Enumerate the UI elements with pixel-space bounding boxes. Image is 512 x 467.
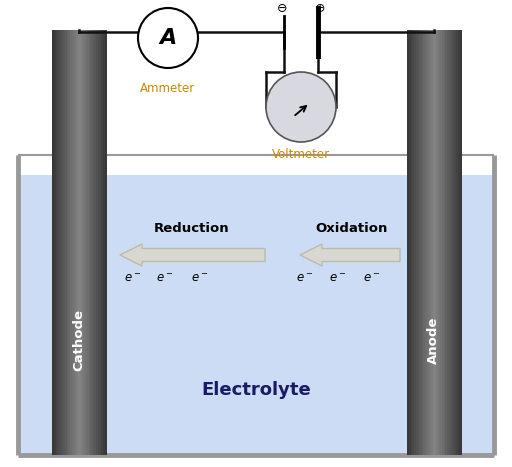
Text: $e^-$: $e^-$ [124, 271, 142, 284]
Bar [105, 30, 108, 455]
Bar [413, 30, 415, 455]
Text: Voltmeter: Voltmeter [272, 149, 330, 162]
Bar [63, 30, 65, 455]
Bar [427, 30, 430, 455]
Bar [431, 30, 433, 455]
Bar [54, 30, 56, 455]
Polygon shape [18, 175, 494, 455]
Bar [438, 30, 440, 455]
Bar [420, 30, 422, 455]
FancyArrow shape [300, 244, 400, 266]
Bar [103, 30, 105, 455]
Bar [411, 30, 413, 455]
Bar [78, 30, 80, 455]
Bar [70, 30, 73, 455]
Text: $e^-$: $e^-$ [364, 271, 381, 284]
Text: $e^-$: $e^-$ [296, 271, 314, 284]
Bar [67, 30, 69, 455]
Text: $e^-$: $e^-$ [156, 271, 174, 284]
Bar [52, 30, 54, 455]
Bar [92, 30, 95, 455]
Bar [85, 30, 87, 455]
Text: Reduction: Reduction [154, 221, 230, 234]
Bar [99, 30, 102, 455]
Text: Ammeter: Ammeter [140, 82, 196, 94]
Circle shape [266, 72, 336, 142]
Bar [57, 30, 60, 455]
Bar [98, 30, 100, 455]
Bar [429, 30, 431, 455]
Bar [451, 30, 453, 455]
Text: Cathode: Cathode [72, 309, 85, 371]
Bar [81, 30, 83, 455]
Bar [443, 30, 446, 455]
Bar [59, 30, 61, 455]
Bar [447, 30, 450, 455]
Bar [455, 30, 457, 455]
Bar [458, 30, 460, 455]
Text: A: A [159, 28, 177, 48]
Bar [72, 30, 74, 455]
Bar [460, 30, 462, 455]
Bar [65, 30, 67, 455]
Bar [94, 30, 96, 455]
Bar [434, 30, 437, 455]
Bar [69, 30, 71, 455]
Bar [418, 30, 420, 455]
Polygon shape [18, 155, 494, 175]
Bar [449, 30, 451, 455]
Bar [87, 30, 89, 455]
Bar [407, 30, 409, 455]
Bar [96, 30, 98, 455]
Bar [433, 30, 435, 455]
Text: ⊕: ⊕ [315, 1, 325, 14]
Bar [91, 30, 93, 455]
Bar [74, 30, 76, 455]
Text: $e^-$: $e^-$ [329, 271, 347, 284]
Text: Electrolyte: Electrolyte [201, 381, 311, 399]
Bar [414, 30, 417, 455]
Bar [423, 30, 425, 455]
Bar [440, 30, 442, 455]
Bar [442, 30, 444, 455]
Bar [436, 30, 438, 455]
Bar [83, 30, 86, 455]
Circle shape [138, 8, 198, 68]
Text: Anode: Anode [427, 316, 440, 364]
Bar [101, 30, 103, 455]
Bar [421, 30, 424, 455]
Bar [453, 30, 455, 455]
Bar [79, 30, 82, 455]
Bar [61, 30, 63, 455]
Bar [409, 30, 411, 455]
Bar [445, 30, 447, 455]
Bar [456, 30, 459, 455]
Bar [56, 30, 58, 455]
Bar [425, 30, 428, 455]
Bar [76, 30, 78, 455]
Text: Oxidation: Oxidation [316, 221, 388, 234]
Text: $e^-$: $e^-$ [191, 271, 209, 284]
Text: ⊖: ⊖ [277, 1, 287, 14]
FancyArrow shape [120, 244, 265, 266]
Bar [416, 30, 418, 455]
Bar [89, 30, 91, 455]
